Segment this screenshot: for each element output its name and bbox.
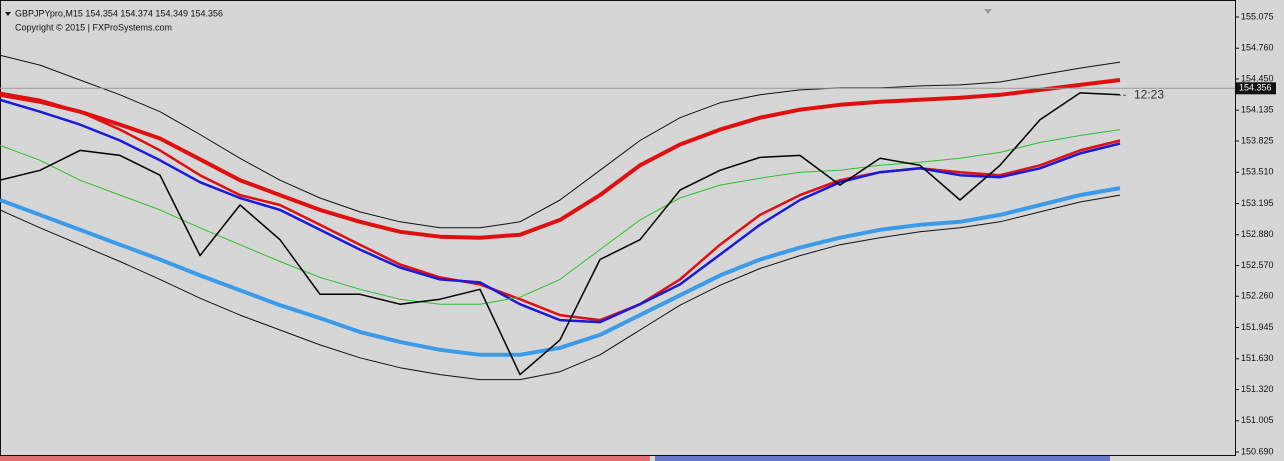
- y-tick-label: 152.880: [1241, 229, 1274, 239]
- menu-arrow: [5, 12, 11, 16]
- y-tick-label: 151.320: [1241, 384, 1274, 394]
- series-line: [0, 54, 1121, 229]
- y-tick-label: 154.760: [1241, 43, 1274, 53]
- bottom-strip: [0, 456, 650, 461]
- chart-title: GBPJPYpro,M15 154.354 154.374 154.349 15…: [15, 8, 223, 18]
- chart-subtitle: Copyright © 2015 | FXProSystems.com: [15, 22, 172, 32]
- countdown: 12:23: [1134, 87, 1164, 101]
- plot-frame: [0, 0, 1236, 456]
- y-tick-label: 153.825: [1241, 135, 1274, 145]
- y-tick-label: 151.630: [1241, 353, 1274, 363]
- series-line: [0, 129, 1121, 305]
- y-tick-label: 151.945: [1241, 322, 1274, 332]
- series-line: [0, 92, 1121, 376]
- y-tick-label: 154.450: [1241, 73, 1274, 83]
- y-tick-label: 152.260: [1241, 291, 1274, 301]
- price-label: 154.356: [1239, 83, 1272, 93]
- y-tick-label: 152.570: [1241, 260, 1274, 270]
- y-tick-label: 154.135: [1241, 105, 1274, 115]
- series-line: [0, 98, 1121, 324]
- price-box: [1236, 82, 1276, 95]
- series-line: [0, 194, 1121, 381]
- y-tick-label: 150.690: [1241, 446, 1274, 456]
- shift-marker: [984, 9, 992, 14]
- series-line: [0, 78, 1121, 240]
- y-tick-label: 153.510: [1241, 167, 1274, 177]
- y-tick-label: 153.195: [1241, 198, 1274, 208]
- bottom-strip: [655, 456, 1110, 461]
- series-line: [0, 186, 1121, 357]
- y-tick-label: 151.005: [1241, 415, 1274, 425]
- y-tick-label: 155.075: [1241, 11, 1274, 21]
